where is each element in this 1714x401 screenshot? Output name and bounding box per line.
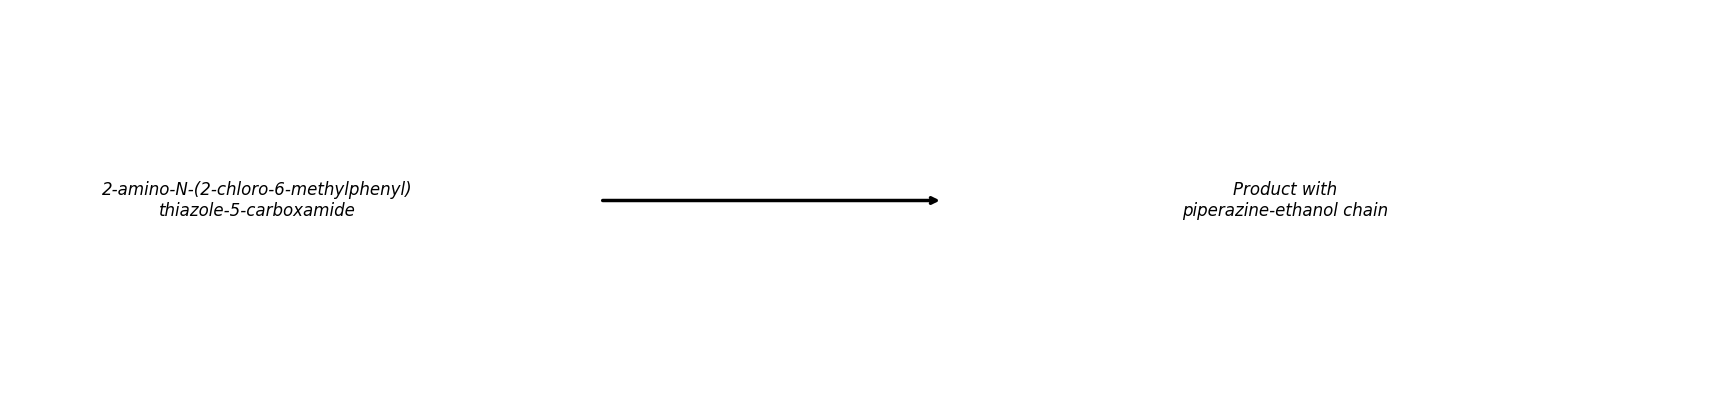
Text: Product with
piperazine-ethanol chain: Product with piperazine-ethanol chain <box>1183 181 1388 220</box>
Text: 2-amino-N-(2-chloro-6-methylphenyl)
thiazole-5-carboxamide: 2-amino-N-(2-chloro-6-methylphenyl) thia… <box>101 181 413 220</box>
